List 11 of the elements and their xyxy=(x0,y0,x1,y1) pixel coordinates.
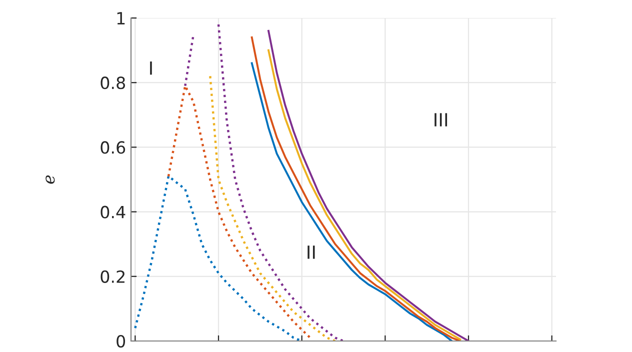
y-tick-label: 0.6 xyxy=(100,141,126,154)
annotation: II xyxy=(308,246,315,259)
y-tick-label: 0.4 xyxy=(100,206,126,218)
annotation: III xyxy=(434,113,448,126)
y-tick-label: 0 xyxy=(116,334,126,348)
y-axis-title: e xyxy=(46,175,55,184)
y-tick-label: 1 xyxy=(117,12,125,24)
line-series xyxy=(209,75,336,341)
annotation: I xyxy=(150,62,152,75)
y-tick-label: 0.2 xyxy=(100,270,124,283)
y-tick-label: 0.8 xyxy=(100,76,125,90)
